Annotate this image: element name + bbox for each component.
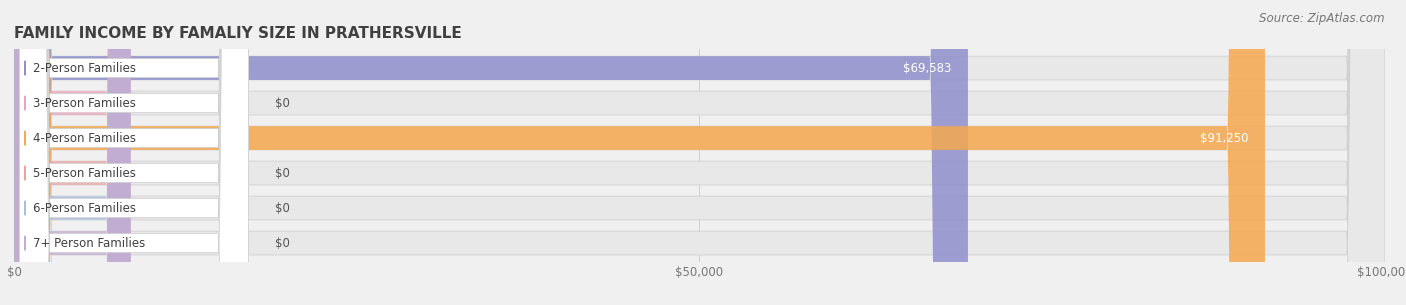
FancyBboxPatch shape bbox=[20, 0, 249, 305]
FancyBboxPatch shape bbox=[14, 0, 131, 305]
Text: $0: $0 bbox=[274, 237, 290, 249]
Text: 3-Person Families: 3-Person Families bbox=[34, 97, 136, 109]
Text: 4-Person Families: 4-Person Families bbox=[34, 131, 136, 145]
FancyBboxPatch shape bbox=[14, 0, 1385, 305]
Text: $0: $0 bbox=[274, 202, 290, 214]
Text: 5-Person Families: 5-Person Families bbox=[34, 167, 136, 180]
Text: Source: ZipAtlas.com: Source: ZipAtlas.com bbox=[1260, 12, 1385, 25]
FancyBboxPatch shape bbox=[14, 0, 1385, 305]
FancyBboxPatch shape bbox=[20, 0, 249, 305]
FancyBboxPatch shape bbox=[20, 0, 249, 305]
FancyBboxPatch shape bbox=[14, 0, 1385, 305]
Text: $91,250: $91,250 bbox=[1199, 131, 1249, 145]
Text: 6-Person Families: 6-Person Families bbox=[34, 202, 136, 214]
FancyBboxPatch shape bbox=[14, 0, 1385, 305]
FancyBboxPatch shape bbox=[14, 0, 1265, 305]
FancyBboxPatch shape bbox=[20, 0, 249, 305]
FancyBboxPatch shape bbox=[14, 0, 967, 305]
Text: 7+ Person Families: 7+ Person Families bbox=[34, 237, 145, 249]
FancyBboxPatch shape bbox=[20, 0, 249, 305]
FancyBboxPatch shape bbox=[14, 0, 131, 305]
Text: FAMILY INCOME BY FAMALIY SIZE IN PRATHERSVILLE: FAMILY INCOME BY FAMALIY SIZE IN PRATHER… bbox=[14, 26, 461, 41]
FancyBboxPatch shape bbox=[14, 0, 1385, 305]
FancyBboxPatch shape bbox=[20, 0, 249, 305]
Text: $0: $0 bbox=[274, 167, 290, 180]
Text: $0: $0 bbox=[274, 97, 290, 109]
FancyBboxPatch shape bbox=[14, 0, 131, 305]
Text: $69,583: $69,583 bbox=[903, 62, 952, 74]
Text: 2-Person Families: 2-Person Families bbox=[34, 62, 136, 74]
FancyBboxPatch shape bbox=[14, 0, 131, 305]
FancyBboxPatch shape bbox=[14, 0, 1385, 305]
